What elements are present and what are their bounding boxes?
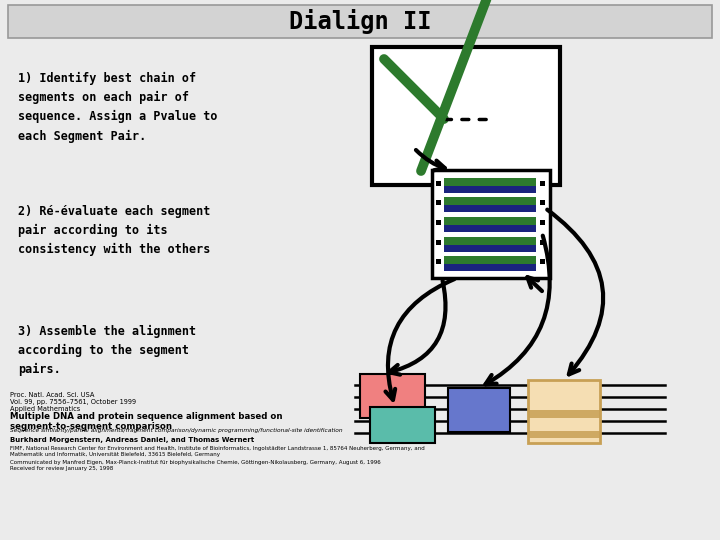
Text: 3) Assemble the alignment
according to the segment
pairs.: 3) Assemble the alignment according to t… — [18, 325, 196, 376]
Text: Communicated by Manfred Eigen, Max-Planck-Institut für biophysikalische Chemie, : Communicated by Manfred Eigen, Max-Planc… — [10, 460, 381, 471]
Bar — [444, 205, 536, 212]
Bar — [540, 240, 545, 245]
Bar — [370, 407, 435, 443]
Text: Multiple DNA and protein sequence alignment based on
segment-to-segment comparis: Multiple DNA and protein sequence alignm… — [10, 412, 282, 431]
Bar — [8, 5, 712, 38]
Bar — [436, 259, 441, 264]
Bar — [540, 259, 545, 264]
Bar — [540, 181, 545, 186]
Text: Burkhard Morgenstern, Andreas Daniel, and Thomas Wernert: Burkhard Morgenstern, Andreas Daniel, an… — [10, 437, 254, 443]
Bar — [444, 186, 536, 193]
Bar — [432, 170, 550, 278]
Bar — [448, 388, 510, 432]
Bar — [444, 197, 536, 206]
Bar — [540, 220, 545, 225]
Bar — [436, 220, 441, 225]
Bar — [528, 431, 600, 438]
Text: 2) Ré-évaluate each segment
pair according to its
consistency with the others: 2) Ré-évaluate each segment pair accordi… — [18, 205, 210, 256]
Bar — [360, 374, 425, 418]
Bar — [444, 245, 536, 252]
Text: FIMF, National Research Center for Environment and Health, Institute of Bioinfor: FIMF, National Research Center for Envir… — [10, 446, 425, 457]
Text: Dialign II: Dialign II — [289, 10, 431, 35]
Bar — [436, 181, 441, 186]
Text: Sequence similarity/partial alignments/fragment comparison/dynamic programming/f: Sequence similarity/partial alignments/f… — [10, 428, 343, 433]
Bar — [444, 178, 536, 187]
Bar — [444, 225, 536, 232]
Bar — [436, 200, 441, 205]
Bar — [528, 410, 600, 418]
Bar — [436, 240, 441, 245]
Bar — [444, 256, 536, 265]
Bar — [528, 380, 600, 443]
Text: 1) Identify best chain of
segments on each pair of
sequence. Assign a Pvalue to
: 1) Identify best chain of segments on ea… — [18, 72, 217, 143]
Bar — [372, 47, 560, 185]
Bar — [444, 264, 536, 271]
Bar — [444, 217, 536, 226]
Bar — [540, 200, 545, 205]
Text: Proc. Natl. Acad. Sci. USA
Vol. 99, pp. 7556–7561, October 1999
Applied Mathemat: Proc. Natl. Acad. Sci. USA Vol. 99, pp. … — [10, 392, 136, 412]
Bar — [444, 237, 536, 246]
